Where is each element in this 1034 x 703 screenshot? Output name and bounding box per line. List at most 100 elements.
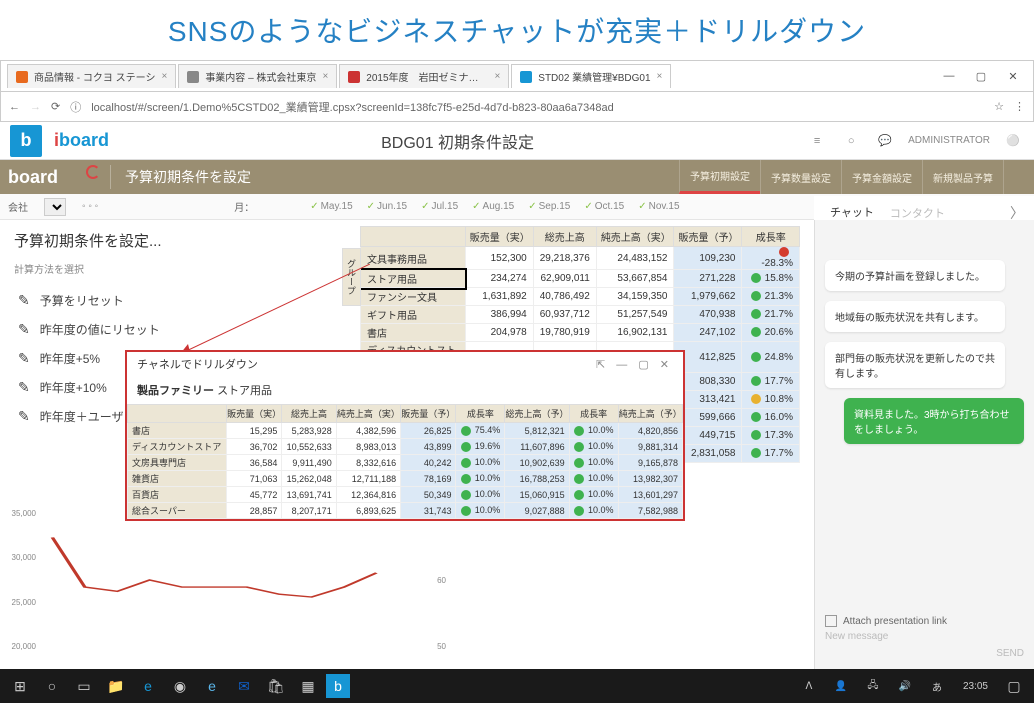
reset-option[interactable]: ✎昨年度の値にリセット bbox=[14, 315, 326, 344]
browser-tab[interactable]: 商品情報 - コクヨ ステーシ× bbox=[7, 64, 176, 88]
send-button[interactable]: SEND bbox=[825, 648, 1024, 659]
taskview-icon[interactable]: ▭ bbox=[70, 672, 98, 700]
browser-menu-icon[interactable]: ⋮ bbox=[1014, 100, 1025, 113]
month-filter[interactable]: Sep.15 bbox=[528, 201, 570, 212]
month-filter[interactable]: Oct.15 bbox=[584, 201, 624, 212]
nav-back-icon[interactable]: ← bbox=[9, 101, 20, 113]
popup-row[interactable]: 文房具専門店36,5849,911,4908,332,61640,24210.0… bbox=[128, 455, 683, 471]
ie-icon[interactable]: e bbox=[198, 672, 226, 700]
table-row[interactable]: ストア用品234,27462,909,01153,667,854271,2281… bbox=[361, 270, 800, 288]
edge-icon[interactable]: e bbox=[134, 672, 162, 700]
bookmark-icon[interactable]: ☆ bbox=[994, 100, 1004, 113]
toolbar-tab[interactable]: 新規製品予算 bbox=[922, 160, 1003, 194]
charts-area: 35,00030,00025,00020,000 706050 bbox=[8, 509, 808, 669]
attach-label: Attach presentation link bbox=[843, 616, 947, 627]
month-filter[interactable]: Aug.15 bbox=[472, 201, 514, 212]
reload-icon[interactable]: ⟳ bbox=[51, 100, 60, 113]
app-logo-icon[interactable]: b bbox=[10, 125, 42, 157]
app-header: b iboard BDG01 初期条件設定 ≡ ○ 💬 ADMINISTRATO… bbox=[0, 122, 1034, 160]
month-label: 月： bbox=[234, 199, 254, 214]
chat-tab-contact[interactable]: コンタクト bbox=[880, 205, 955, 221]
close-icon[interactable]: × bbox=[322, 71, 328, 82]
reset-option[interactable]: ✎予算をリセット bbox=[14, 286, 326, 315]
nav-forward-icon[interactable]: → bbox=[30, 101, 41, 113]
app-logo-text: iboard bbox=[54, 130, 109, 151]
outlook-icon[interactable]: ✉ bbox=[230, 672, 258, 700]
chrome-icon[interactable]: ◉ bbox=[166, 672, 194, 700]
start-button[interactable]: ⊞ bbox=[6, 672, 34, 700]
url-bar: ← → ⟳ ⓘ localhost/#/screen/1.Demo%5CSTD0… bbox=[0, 92, 1034, 122]
chat-message: 部門毎の販売状況を更新したので共有します。 bbox=[825, 342, 1005, 388]
chat-attach-area: Attach presentation link New message SEN… bbox=[825, 615, 1024, 659]
chart-right: 706050 bbox=[418, 509, 808, 669]
window-maximize[interactable]: ▢ bbox=[967, 66, 995, 86]
company-label: 会社 bbox=[8, 199, 28, 214]
window-minimize[interactable]: — bbox=[935, 66, 963, 86]
tray-network-icon[interactable]: 🖧 bbox=[859, 672, 887, 700]
url-info-icon[interactable]: ⓘ bbox=[70, 99, 81, 115]
chat-icon[interactable]: 💬 bbox=[874, 134, 896, 147]
toolbar-tab[interactable] bbox=[1003, 160, 1034, 194]
url-text[interactable]: localhost/#/screen/1.Demo%5CSTD02_業績管理.c… bbox=[91, 99, 984, 115]
table-row[interactable]: ギフト用品386,99460,937,71251,257,549470,9382… bbox=[361, 306, 800, 324]
chat-message: 地域毎の販売状況を共有します。 bbox=[825, 301, 1005, 332]
explorer-icon[interactable]: 📁 bbox=[102, 672, 130, 700]
hamburger-icon[interactable]: ≡ bbox=[806, 135, 828, 147]
action-center-icon[interactable]: ▢ bbox=[1000, 672, 1028, 700]
window-close[interactable]: ✕ bbox=[999, 66, 1027, 86]
browser-tab[interactable]: 事業内容 – 株式会社東京× bbox=[178, 64, 337, 88]
tray-volume-icon[interactable]: 🔊 bbox=[891, 672, 919, 700]
page-title: BDG01 初期条件設定 bbox=[121, 129, 794, 153]
popup-row[interactable]: 雑貨店71,06315,262,04812,711,18878,16910.0%… bbox=[128, 471, 683, 487]
company-select[interactable] bbox=[44, 198, 66, 216]
chat-panel: 今期の予算計画を登録しました。地域毎の販売状況を共有します。部門毎の販売状況を更… bbox=[814, 220, 1034, 669]
wand-icon: ✎ bbox=[18, 321, 30, 338]
wand-icon: ✎ bbox=[18, 408, 30, 425]
toolbar-logo: board bbox=[0, 167, 110, 188]
drilldown-popup: チャネルでドリルダウン ⇱ — ▢ ✕ 製品ファミリー ストア用品 販売量（実）… bbox=[125, 350, 685, 521]
user-menu-icon[interactable]: ⚪ bbox=[1002, 134, 1024, 147]
popup-title: チャネルでドリルダウン bbox=[137, 356, 258, 372]
month-filter[interactable]: May.15 bbox=[310, 201, 352, 212]
new-message-input[interactable]: New message bbox=[825, 631, 1024, 642]
table-row[interactable]: 文具事務用品152,30029,218,37624,483,152109,230… bbox=[361, 247, 800, 270]
browser-tab[interactable]: 2015年度 岩田ゼミナール× bbox=[339, 64, 509, 88]
browser-tab[interactable]: STD02 業績管理¥BDG01× bbox=[511, 64, 671, 88]
user-label[interactable]: ADMINISTRATOR bbox=[908, 135, 990, 146]
close-icon[interactable]: × bbox=[494, 71, 500, 82]
month-filter[interactable]: Jun.15 bbox=[367, 201, 407, 212]
popup-row[interactable]: ディスカウントストア36,70210,552,6338,983,01343,89… bbox=[128, 439, 683, 455]
toolbar-tab[interactable]: 予算初期設定 bbox=[679, 160, 760, 194]
month-filter[interactable]: Jul.15 bbox=[421, 201, 458, 212]
table-row[interactable]: ファンシー文具1,631,89240,786,49234,159,3501,97… bbox=[361, 288, 800, 306]
popup-family-value: ストア用品 bbox=[217, 385, 272, 397]
close-icon[interactable]: × bbox=[657, 71, 663, 82]
board-task-icon[interactable]: b bbox=[326, 674, 350, 698]
store-icon[interactable]: 🛍 bbox=[262, 672, 290, 700]
toolbar: board 予算初期条件を設定 予算初期設定予算数量設定予算金額設定新規製品予算 bbox=[0, 160, 1034, 194]
left-heading: 予算初期条件を設定... bbox=[14, 230, 326, 251]
wand-icon: ✎ bbox=[18, 292, 30, 309]
chat-message: 今期の予算計画を登録しました。 bbox=[825, 260, 1005, 291]
calc-icon[interactable]: ▦ bbox=[294, 672, 322, 700]
month-filter[interactable]: Nov.15 bbox=[638, 201, 679, 212]
popup-row[interactable]: 書店15,2955,283,9284,382,59626,82575.4%5,8… bbox=[128, 423, 683, 439]
browser-tab-strip: 商品情報 - コクヨ ステーシ×事業内容 – 株式会社東京×2015年度 岩田ゼ… bbox=[0, 60, 1034, 92]
tray-up-icon[interactable]: ᐱ bbox=[795, 672, 823, 700]
tray-ime-icon[interactable]: あ bbox=[923, 672, 951, 700]
table-row[interactable]: 書店204,97819,780,91916,902,131247,10220.6… bbox=[361, 324, 800, 342]
popup-family-label: 製品ファミリー bbox=[137, 385, 214, 397]
tray-people-icon[interactable]: 👤 bbox=[827, 672, 855, 700]
circle-icon[interactable]: ○ bbox=[840, 135, 862, 147]
toolbar-tab[interactable]: 予算数量設定 bbox=[760, 160, 841, 194]
popup-window-buttons[interactable]: ⇱ — ▢ ✕ bbox=[596, 358, 673, 371]
toolbar-tab[interactable]: 予算金額設定 bbox=[841, 160, 922, 194]
popup-row[interactable]: 百貨店45,77213,691,74112,364,81650,34910.0%… bbox=[128, 487, 683, 503]
cortana-icon[interactable]: ○ bbox=[38, 672, 66, 700]
close-icon[interactable]: × bbox=[161, 71, 167, 82]
group-label: グループ bbox=[342, 248, 361, 306]
toolbar-title: 予算初期条件を設定 bbox=[111, 167, 265, 187]
taskbar-clock[interactable]: 23:05 bbox=[955, 681, 996, 692]
attach-checkbox[interactable] bbox=[825, 615, 837, 627]
popup-row[interactable]: 総合スーパー28,8578,207,1716,893,62531,74310.0… bbox=[128, 503, 683, 519]
